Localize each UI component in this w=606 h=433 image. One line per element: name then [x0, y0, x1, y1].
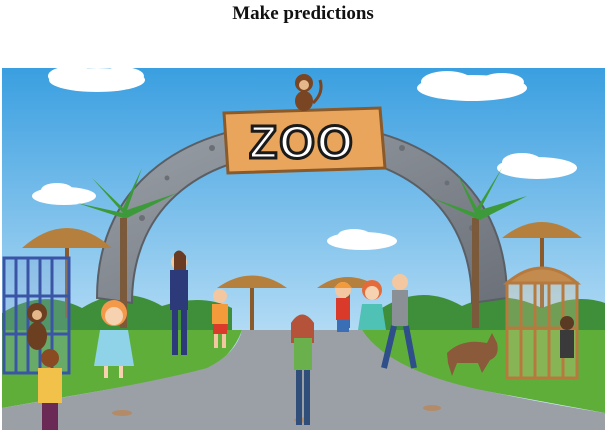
child-back-view — [38, 349, 62, 430]
girl-red-shirt — [334, 282, 352, 332]
thatch-umbrella — [22, 228, 112, 318]
man-walking-dog — [381, 274, 417, 369]
boy-orange-shirt — [212, 289, 228, 348]
woman-navy-outfit — [170, 250, 188, 355]
monkey-on-sign — [295, 74, 323, 111]
cloud — [32, 183, 96, 205]
cloud — [497, 153, 577, 179]
woman-green-top — [291, 314, 314, 425]
page-title: Make predictions — [232, 3, 374, 24]
palm-tree — [432, 168, 527, 328]
cloud — [48, 68, 145, 92]
thatch-umbrella — [217, 275, 287, 333]
zoo-entrance-illustration: ZOO — [2, 68, 605, 430]
zoo-sign: ZOO — [222, 106, 387, 175]
arch-spots — [139, 145, 475, 231]
cloud — [327, 229, 397, 250]
walkway — [2, 330, 605, 430]
monkey-in-cage — [27, 303, 47, 350]
zoo-sign-text: ZOO — [249, 116, 355, 168]
person-in-cage — [560, 316, 574, 358]
girl-teal-dress — [358, 280, 386, 330]
dog — [447, 333, 498, 376]
palm-tree — [77, 168, 177, 328]
cloud — [417, 71, 527, 101]
girl-blue-dress — [94, 300, 134, 378]
grass — [362, 330, 605, 413]
